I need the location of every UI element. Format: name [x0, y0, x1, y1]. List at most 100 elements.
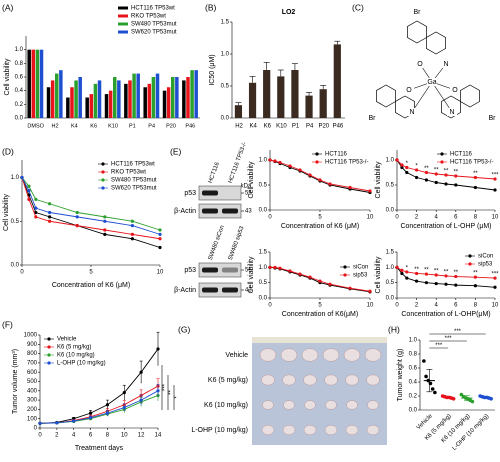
legend-marker [468, 254, 472, 258]
point [348, 185, 352, 190]
x-tick-label: 5 [318, 215, 322, 221]
y-tick-label: 0.8 [15, 61, 24, 67]
point [493, 177, 497, 181]
point [424, 374, 428, 379]
y-tick-label: 0.4 [409, 380, 418, 386]
series-line [21, 177, 161, 235]
legend-label: SW480 TP53mut [111, 178, 157, 184]
row-label: L-OHP (10 mg/kg) [191, 427, 248, 434]
atom-label: Br [489, 115, 497, 122]
point [328, 282, 332, 286]
tumor [325, 400, 337, 410]
legend-label: sip53 [353, 273, 368, 279]
y-tick-label: 1.0 [259, 158, 268, 164]
point [105, 403, 110, 407]
point [430, 387, 435, 391]
y-tick-label: 0.4 [15, 88, 24, 94]
legend-marker [47, 337, 51, 341]
point [48, 219, 52, 223]
legend-label: K6 (5 mg/kg) [57, 345, 91, 351]
y-tick-label: 0.6 [409, 366, 418, 372]
point [444, 282, 448, 286]
significance-label: ** [473, 271, 478, 277]
point [434, 172, 438, 176]
legend-label: RKO TP53wt [111, 170, 146, 176]
point [122, 405, 126, 410]
x-tick-label: P46 [333, 124, 344, 130]
point [130, 219, 134, 223]
significance-label: ** [434, 168, 439, 174]
significance-label: * [406, 266, 409, 272]
significance-label: * [415, 164, 418, 170]
significance-label: ** [424, 166, 429, 172]
legend-marker [440, 160, 444, 164]
point [434, 180, 438, 185]
x-tick-label: 10 [121, 433, 128, 439]
atom-label: N [409, 109, 414, 116]
y-tick-label: 500 [27, 379, 38, 385]
y-tick-label: 0.5 [11, 219, 20, 225]
tumor [261, 424, 275, 436]
point [27, 197, 31, 201]
x-tick-label: 10 [492, 215, 499, 221]
bar [108, 90, 113, 118]
legend-marker [47, 361, 51, 365]
bar [50, 80, 55, 118]
x-tick-label: 0 [395, 215, 399, 221]
ring [426, 31, 446, 55]
row-label: p53 [184, 267, 196, 274]
y-tick-label: 0.0 [221, 116, 230, 122]
significance-label: * [406, 161, 409, 167]
legend-marker [101, 170, 105, 174]
annotation: ** [169, 390, 175, 395]
x-tick-label: P46 [185, 123, 195, 129]
bar [147, 83, 152, 118]
y-tick-label: 0.5 [259, 183, 268, 189]
x-tick-label: 2 [55, 433, 59, 439]
legend-label: K6 (10 mg/kg) [57, 353, 95, 359]
x-tick-label: Vehicle [416, 413, 434, 431]
tumor [303, 424, 317, 436]
y-tick-label: 300 [27, 398, 38, 404]
point [88, 416, 93, 420]
x-tick-label: 12 [138, 433, 145, 439]
bar [162, 90, 167, 118]
x-tick-label: 2 [415, 215, 419, 221]
legend-label: SW480 TP53mut [131, 22, 177, 28]
row-label: β-Actin [174, 287, 196, 294]
point [415, 271, 419, 276]
bar [263, 70, 271, 118]
x-tick-label: 10 [367, 303, 374, 309]
y-tick-label: 0.0 [259, 208, 268, 214]
x-tick-label: 6 [454, 303, 458, 309]
significance-label: ** [424, 268, 429, 274]
point [473, 185, 477, 190]
tumor [301, 348, 319, 362]
point [103, 219, 107, 223]
point [72, 419, 76, 423]
point [368, 289, 372, 293]
y-tick-label: 800 [27, 351, 38, 357]
y-tick-label: 0.5 [386, 280, 395, 286]
y-axis-label: Tumor weight (g) [397, 349, 404, 402]
point [454, 283, 458, 287]
y-tick-label: 1000 [24, 333, 38, 339]
series-line [396, 159, 496, 191]
point [348, 286, 352, 290]
y-tick-label: 1.5 [386, 250, 395, 256]
point [278, 266, 282, 270]
y-tick-label: 1.5 [259, 250, 268, 256]
y-tick-label: 1.0 [11, 175, 20, 181]
significance-label: *** [491, 272, 499, 278]
y-axis-label: Cell viability [375, 161, 382, 198]
legend-label: L-OHP (10 mg/kg) [57, 361, 106, 367]
bar [113, 77, 117, 118]
tumor [343, 348, 361, 362]
point [158, 228, 162, 232]
bar [55, 73, 59, 118]
point [298, 168, 302, 172]
tumor [304, 400, 316, 410]
y-tick-label: 0.0 [409, 408, 418, 414]
y-tick-label: 0.5 [259, 280, 268, 286]
x-tick-label: 4 [435, 303, 439, 309]
